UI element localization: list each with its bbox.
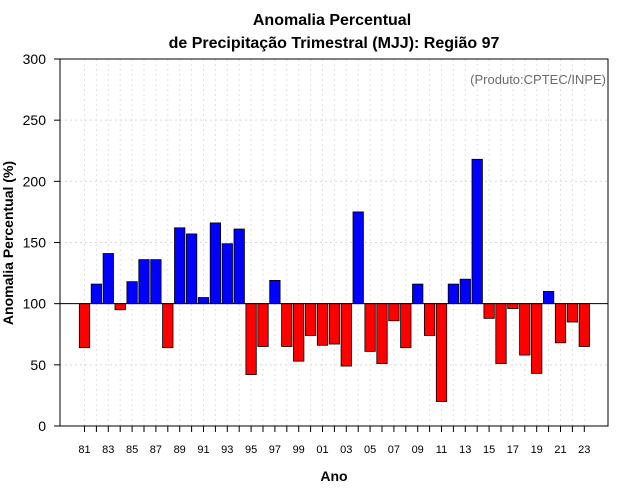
bar-2023 [578,303,590,347]
x-tick-label: 93 [221,444,233,456]
bar-1990 [185,233,198,305]
bar-1986 [138,259,150,305]
x-tick-label: 85 [126,444,138,456]
y-axis-label: Anomalia Percentual (%) [0,161,16,325]
bar-2003 [340,303,352,367]
chart-title-line1: Anomalia Percentual [253,12,411,29]
bar-1982 [90,283,102,305]
grid-lines [60,58,608,427]
x-tick-label: 03 [340,444,352,456]
bar-2017 [507,303,519,309]
x-tick-label: 81 [78,444,90,456]
bar-1983 [102,253,114,305]
bar-1985 [126,281,138,305]
x-tick-label: 23 [578,444,590,456]
x-tick-label: 05 [364,444,376,456]
x-tick-label: 89 [174,444,186,456]
bar-1997 [269,280,281,305]
bar-2000 [304,303,317,336]
x-tick-label: 01 [316,444,328,456]
y-tick-label: 100 [23,296,47,312]
bar-2022 [566,303,579,323]
bar-1989 [174,227,186,305]
bar-1995 [245,303,257,376]
bar-1992 [209,222,221,305]
bar-1996 [257,303,269,347]
x-tick-label: 91 [197,444,209,456]
bar-2011 [435,303,448,402]
bar-2009 [412,283,424,305]
y-tick-label: 0 [38,418,46,434]
x-tick-label: 11 [436,444,447,456]
bar-2019 [531,303,543,374]
bar-2005 [364,303,376,352]
bar-1993 [221,243,233,305]
bar-2006 [376,303,388,365]
bar-1987 [150,259,162,305]
credit-text: (Produto:CPTEC/INPE) [470,72,606,87]
bar-2002 [328,303,341,345]
x-tick-label: 95 [245,444,257,456]
bar-2014 [471,158,483,305]
y-axis: 0 50 100 150 200 250 300 [23,51,60,434]
y-tick-label: 300 [23,51,47,67]
y-tick-label: 250 [23,112,47,128]
bar-2001 [316,303,329,346]
chart-title-line2: de Precipitação Trimestral (MJJ): Região… [169,35,500,52]
bar-1998 [281,303,293,347]
bar-2015 [483,303,495,319]
x-tick-label: 19 [531,444,543,456]
bar-2016 [495,303,507,365]
bar-2008 [400,303,412,349]
bar-2013 [459,278,471,305]
x-tick-label: 97 [269,444,281,456]
x-tick-label: 13 [459,444,471,456]
x-tick-label: 83 [102,444,114,456]
bar-1984 [114,303,126,311]
bar-1988 [162,303,174,349]
bar-2007 [388,303,400,322]
y-tick-label: 200 [23,173,47,189]
bar-2010 [423,303,436,336]
bar-2020 [543,291,555,305]
bar-1981 [78,303,91,349]
bar-2018 [519,303,531,356]
bar-1994 [233,228,245,305]
x-tick-label: 17 [507,444,519,456]
x-tick-label: 07 [388,444,400,456]
y-tick-label: 150 [23,235,47,251]
bar-2004 [352,211,364,305]
bar-2012 [447,283,460,305]
y-tick-label: 50 [30,357,46,373]
x-tick-label: 21 [554,444,566,456]
bar-2021 [554,303,567,344]
x-tick-label: 15 [483,444,495,456]
bar-1999 [293,303,305,362]
x-tick-label: 99 [293,444,305,456]
bar-1991 [197,297,210,305]
x-tick-label: 09 [412,444,424,456]
x-axis-label: Ano [320,468,347,484]
x-axis: 81 83 85 87 89 91 93 95 97 99 01 03 05 07 09 11 13 15 17 19… [78,426,590,456]
x-tick-label: 87 [150,444,162,456]
